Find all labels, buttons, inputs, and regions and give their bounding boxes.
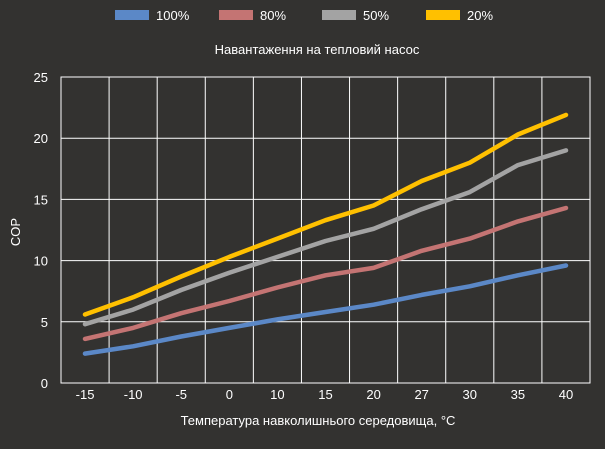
legend-swatch <box>219 10 253 20</box>
legend-item: 80% <box>219 8 286 23</box>
y-tick-label: 10 <box>34 254 48 269</box>
x-tick-label: 20 <box>366 387 380 402</box>
series-line-20pct <box>82 112 569 317</box>
plot-area <box>60 76 591 384</box>
y-axis-ticks: 0 5 10 15 20 25 <box>34 70 48 391</box>
legend-item: 100% <box>115 8 190 23</box>
x-tick-label: 40 <box>559 387 573 402</box>
grid <box>60 76 591 384</box>
y-tick-label: 0 <box>41 376 48 391</box>
legend-label: 20% <box>467 8 493 23</box>
legend-item: 20% <box>426 8 493 23</box>
x-tick-label: 35 <box>511 387 525 402</box>
x-tick-label: 0 <box>226 387 233 402</box>
x-tick-label: -5 <box>175 387 187 402</box>
legend-swatch <box>115 10 149 20</box>
legend-swatch <box>426 10 460 20</box>
y-tick-label: 25 <box>34 70 48 85</box>
series-lines <box>82 112 569 356</box>
y-axis-label: COP <box>8 218 23 246</box>
x-tick-label: 10 <box>270 387 284 402</box>
legend-swatch <box>322 10 356 20</box>
legend-label: 80% <box>260 8 286 23</box>
series-line-50pct <box>82 148 569 327</box>
legend-label: 100% <box>156 8 190 23</box>
chart-title: Навантаження на тепловий насос <box>215 42 420 57</box>
legend-label: 50% <box>363 8 389 23</box>
y-tick-label: 15 <box>34 192 48 207</box>
x-tick-label: 15 <box>318 387 332 402</box>
x-tick-label: -15 <box>76 387 95 402</box>
x-tick-label: 27 <box>414 387 428 402</box>
x-tick-label: 30 <box>463 387 477 402</box>
series-line-100pct <box>82 263 569 356</box>
x-tick-label: -10 <box>124 387 143 402</box>
series-line-80pct <box>82 205 569 342</box>
x-axis-ticks: -15 -10 -5 0 10 15 20 27 30 35 40 <box>76 387 574 402</box>
x-axis-label: Температура навколишнього середовища, °C <box>181 413 456 428</box>
legend-item: 50% <box>322 8 389 23</box>
y-tick-label: 5 <box>41 315 48 330</box>
legend: 100% 80% 50% 20% <box>115 8 493 23</box>
y-tick-label: 20 <box>34 131 48 146</box>
